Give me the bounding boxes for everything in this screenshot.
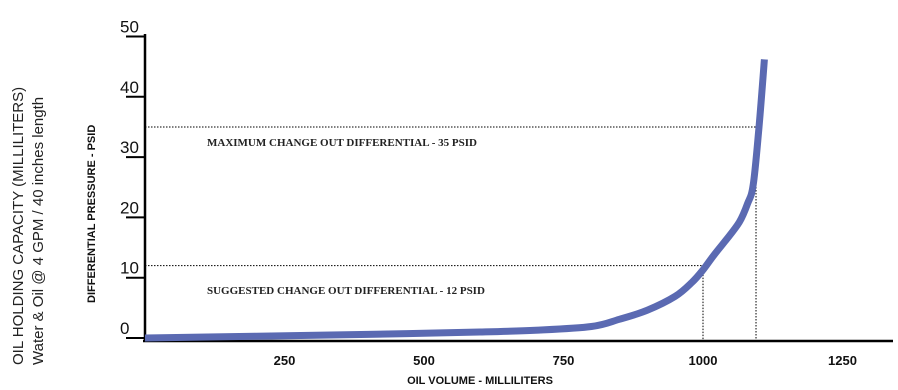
side-title-line-1: OIL HOLDING CAPACITY (MILLILITERS) [10, 87, 27, 365]
x-tick-label: 250 [274, 353, 296, 368]
y-axis-label: DIFFERENTIAL PRESSURE - PSID [86, 125, 98, 303]
reference-lines [145, 126, 757, 340]
y-ticks: 0 10 20 30 40 50 [120, 18, 145, 339]
x-tick-label: 500 [413, 353, 435, 368]
max-change-out-label: MAXIMUM CHANGE OUT DIFFERENTIAL - 35 PSI… [207, 137, 477, 149]
y-tick-label: 20 [120, 198, 139, 217]
y-tick-label: 30 [120, 138, 139, 157]
y-tick-label: 50 [120, 18, 139, 37]
y-tick-label: 10 [120, 259, 139, 278]
x-tick-label: 1000 [689, 353, 718, 368]
x-tick-label: 750 [553, 353, 575, 368]
side-titles: OIL HOLDING CAPACITY (MILLILITERS) Water… [10, 87, 47, 365]
side-title-line-2: Water & Oil @ 4 GPM / 40 inches length [30, 97, 47, 365]
y-tick-label: 40 [120, 78, 139, 97]
x-axis-label: OIL VOLUME - MILLILITERS [407, 375, 553, 387]
x-tick-label: 1250 [828, 353, 857, 368]
series-line [144, 59, 768, 342]
x-ticks: 250 500 750 1000 1250 [274, 353, 857, 368]
reference-labels: MAXIMUM CHANGE OUT DIFFERENTIAL - 35 PSI… [207, 137, 485, 297]
suggested-change-out-label: SUGGESTED CHANGE OUT DIFFERENTIAL - 12 P… [207, 285, 485, 297]
y-tick-label: 0 [120, 319, 129, 338]
